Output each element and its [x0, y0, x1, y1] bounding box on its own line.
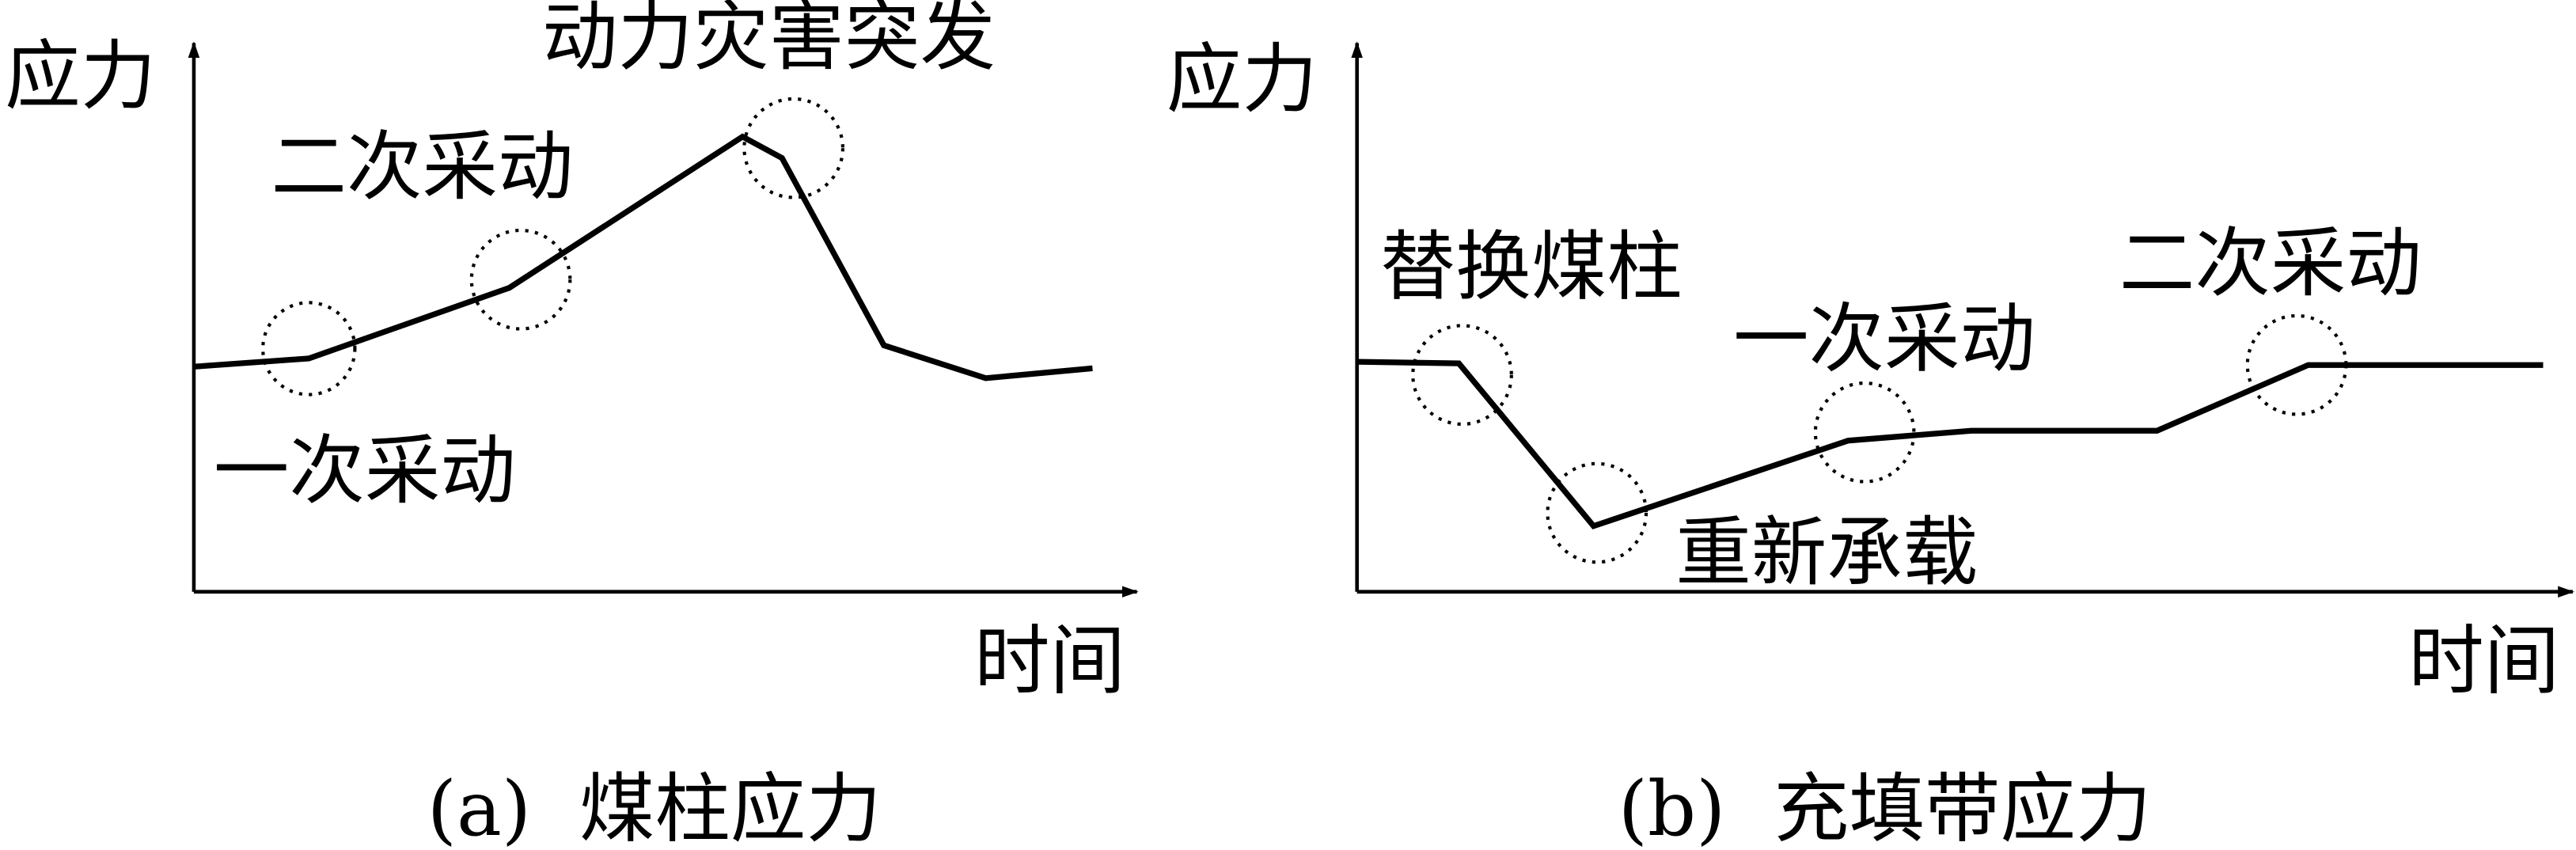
- annotation-second-mining: 二次采动: [2119, 219, 2422, 308]
- y-axis-label: 应力: [5, 32, 156, 120]
- highlight-circle: [742, 97, 845, 199]
- stress-curve: [193, 133, 1093, 381]
- annotation-replace-pillar: 替换煤柱: [1380, 222, 1683, 311]
- caption-b: (b) 充填带应力: [1618, 765, 2152, 850]
- highlight-circle: [469, 228, 572, 331]
- highlight-circle: [2245, 313, 2348, 416]
- highlight-circle: [261, 301, 357, 397]
- annotation-first-mining: 一次采动: [1733, 294, 2035, 383]
- annotation-second-mining: 二次采动: [271, 122, 574, 211]
- annotation-dynamic-disaster: 动力灾害突发: [542, 0, 996, 81]
- x-axis-label: 时间: [974, 617, 1125, 705]
- highlight-circle: [1411, 324, 1513, 427]
- caption-a: (a) 煤柱应力: [427, 765, 882, 850]
- stress-curve: [1356, 359, 2544, 529]
- highlight-circle: [1546, 461, 1648, 564]
- y-axis-label: 应力: [1167, 35, 1318, 123]
- panel-b: 应力 时间 替换煤柱 重新承载 一次采动 二次采动 (b) 充填带应力: [1167, 35, 2574, 850]
- highlight-circle: [1813, 381, 1916, 484]
- annotation-first-mining: 一次采动: [214, 426, 516, 514]
- x-axis-label: 时间: [2408, 617, 2559, 705]
- annotation-reloading: 重新承载: [1675, 508, 1978, 597]
- panel-a: 应力 时间 一次采动 二次采动 动力灾害突发 (a) 煤柱应力: [5, 0, 1139, 850]
